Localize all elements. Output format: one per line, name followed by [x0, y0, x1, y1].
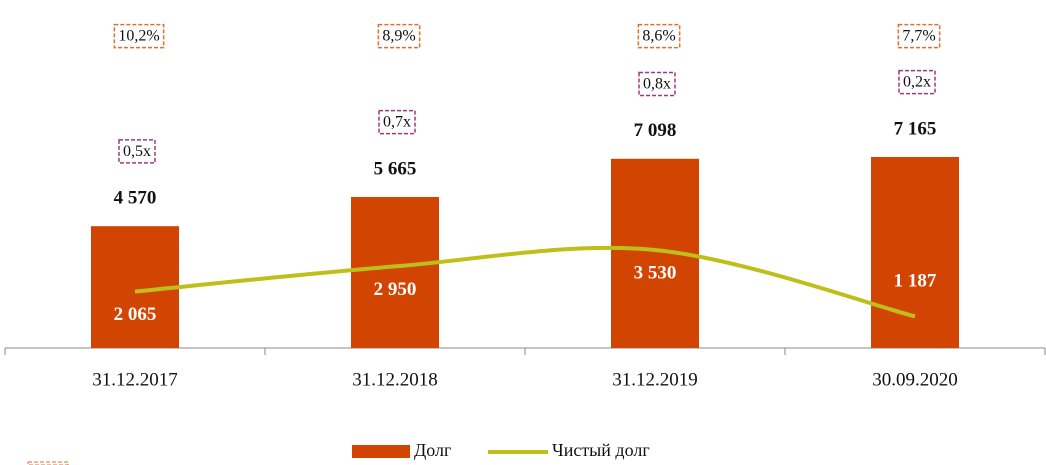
multiple-annotation: 0,5x	[123, 143, 151, 160]
bar-value-label: 5 665	[374, 158, 417, 179]
legend-label: Долг	[414, 440, 451, 460]
x-tick-label: 31.12.2018	[352, 369, 438, 390]
percent-annotation: 8,6%	[642, 28, 675, 45]
multiple-annotation: 0,8x	[643, 75, 671, 92]
percent-annotation: 7,7%	[902, 28, 935, 45]
line-value-label: 3 530	[634, 262, 677, 283]
percent-annotation-box	[377, 23, 421, 49]
multiple-annotation-box	[898, 69, 936, 95]
multiple-annotation-box	[118, 139, 156, 164]
bar-value-label: 4 570	[114, 188, 157, 209]
percent-annotation-box	[897, 23, 941, 49]
x-tick-label: 31.12.2017	[92, 369, 178, 390]
x-tick-label: 31.12.2019	[612, 369, 698, 390]
legend-label: Чистый долг	[552, 440, 650, 460]
percent-annotation-box	[113, 23, 165, 49]
multiple-annotation-box	[638, 71, 676, 97]
line	[134, 245, 916, 319]
multiple-annotation: 0,7x	[383, 114, 411, 131]
percent-annotation: 8,9%	[382, 28, 415, 45]
bar-value-label: 7 165	[894, 118, 937, 139]
legend-fragment	[27, 461, 69, 465]
line-value-label: 2 950	[374, 279, 417, 300]
line-value-label: 1 187	[894, 271, 937, 292]
percent-annotation-box	[637, 23, 681, 49]
line-value-label: 2 065	[114, 304, 157, 325]
legend-swatch	[352, 445, 410, 458]
x-tick-label: 30.09.2020	[872, 369, 958, 390]
bar-value-label: 7 098	[634, 120, 677, 141]
bar	[871, 157, 959, 348]
multiple-annotation: 0,2x	[903, 74, 931, 91]
percent-annotation: 10,2%	[118, 28, 159, 45]
multiple-annotation-box	[378, 109, 416, 135]
bar	[351, 196, 439, 348]
